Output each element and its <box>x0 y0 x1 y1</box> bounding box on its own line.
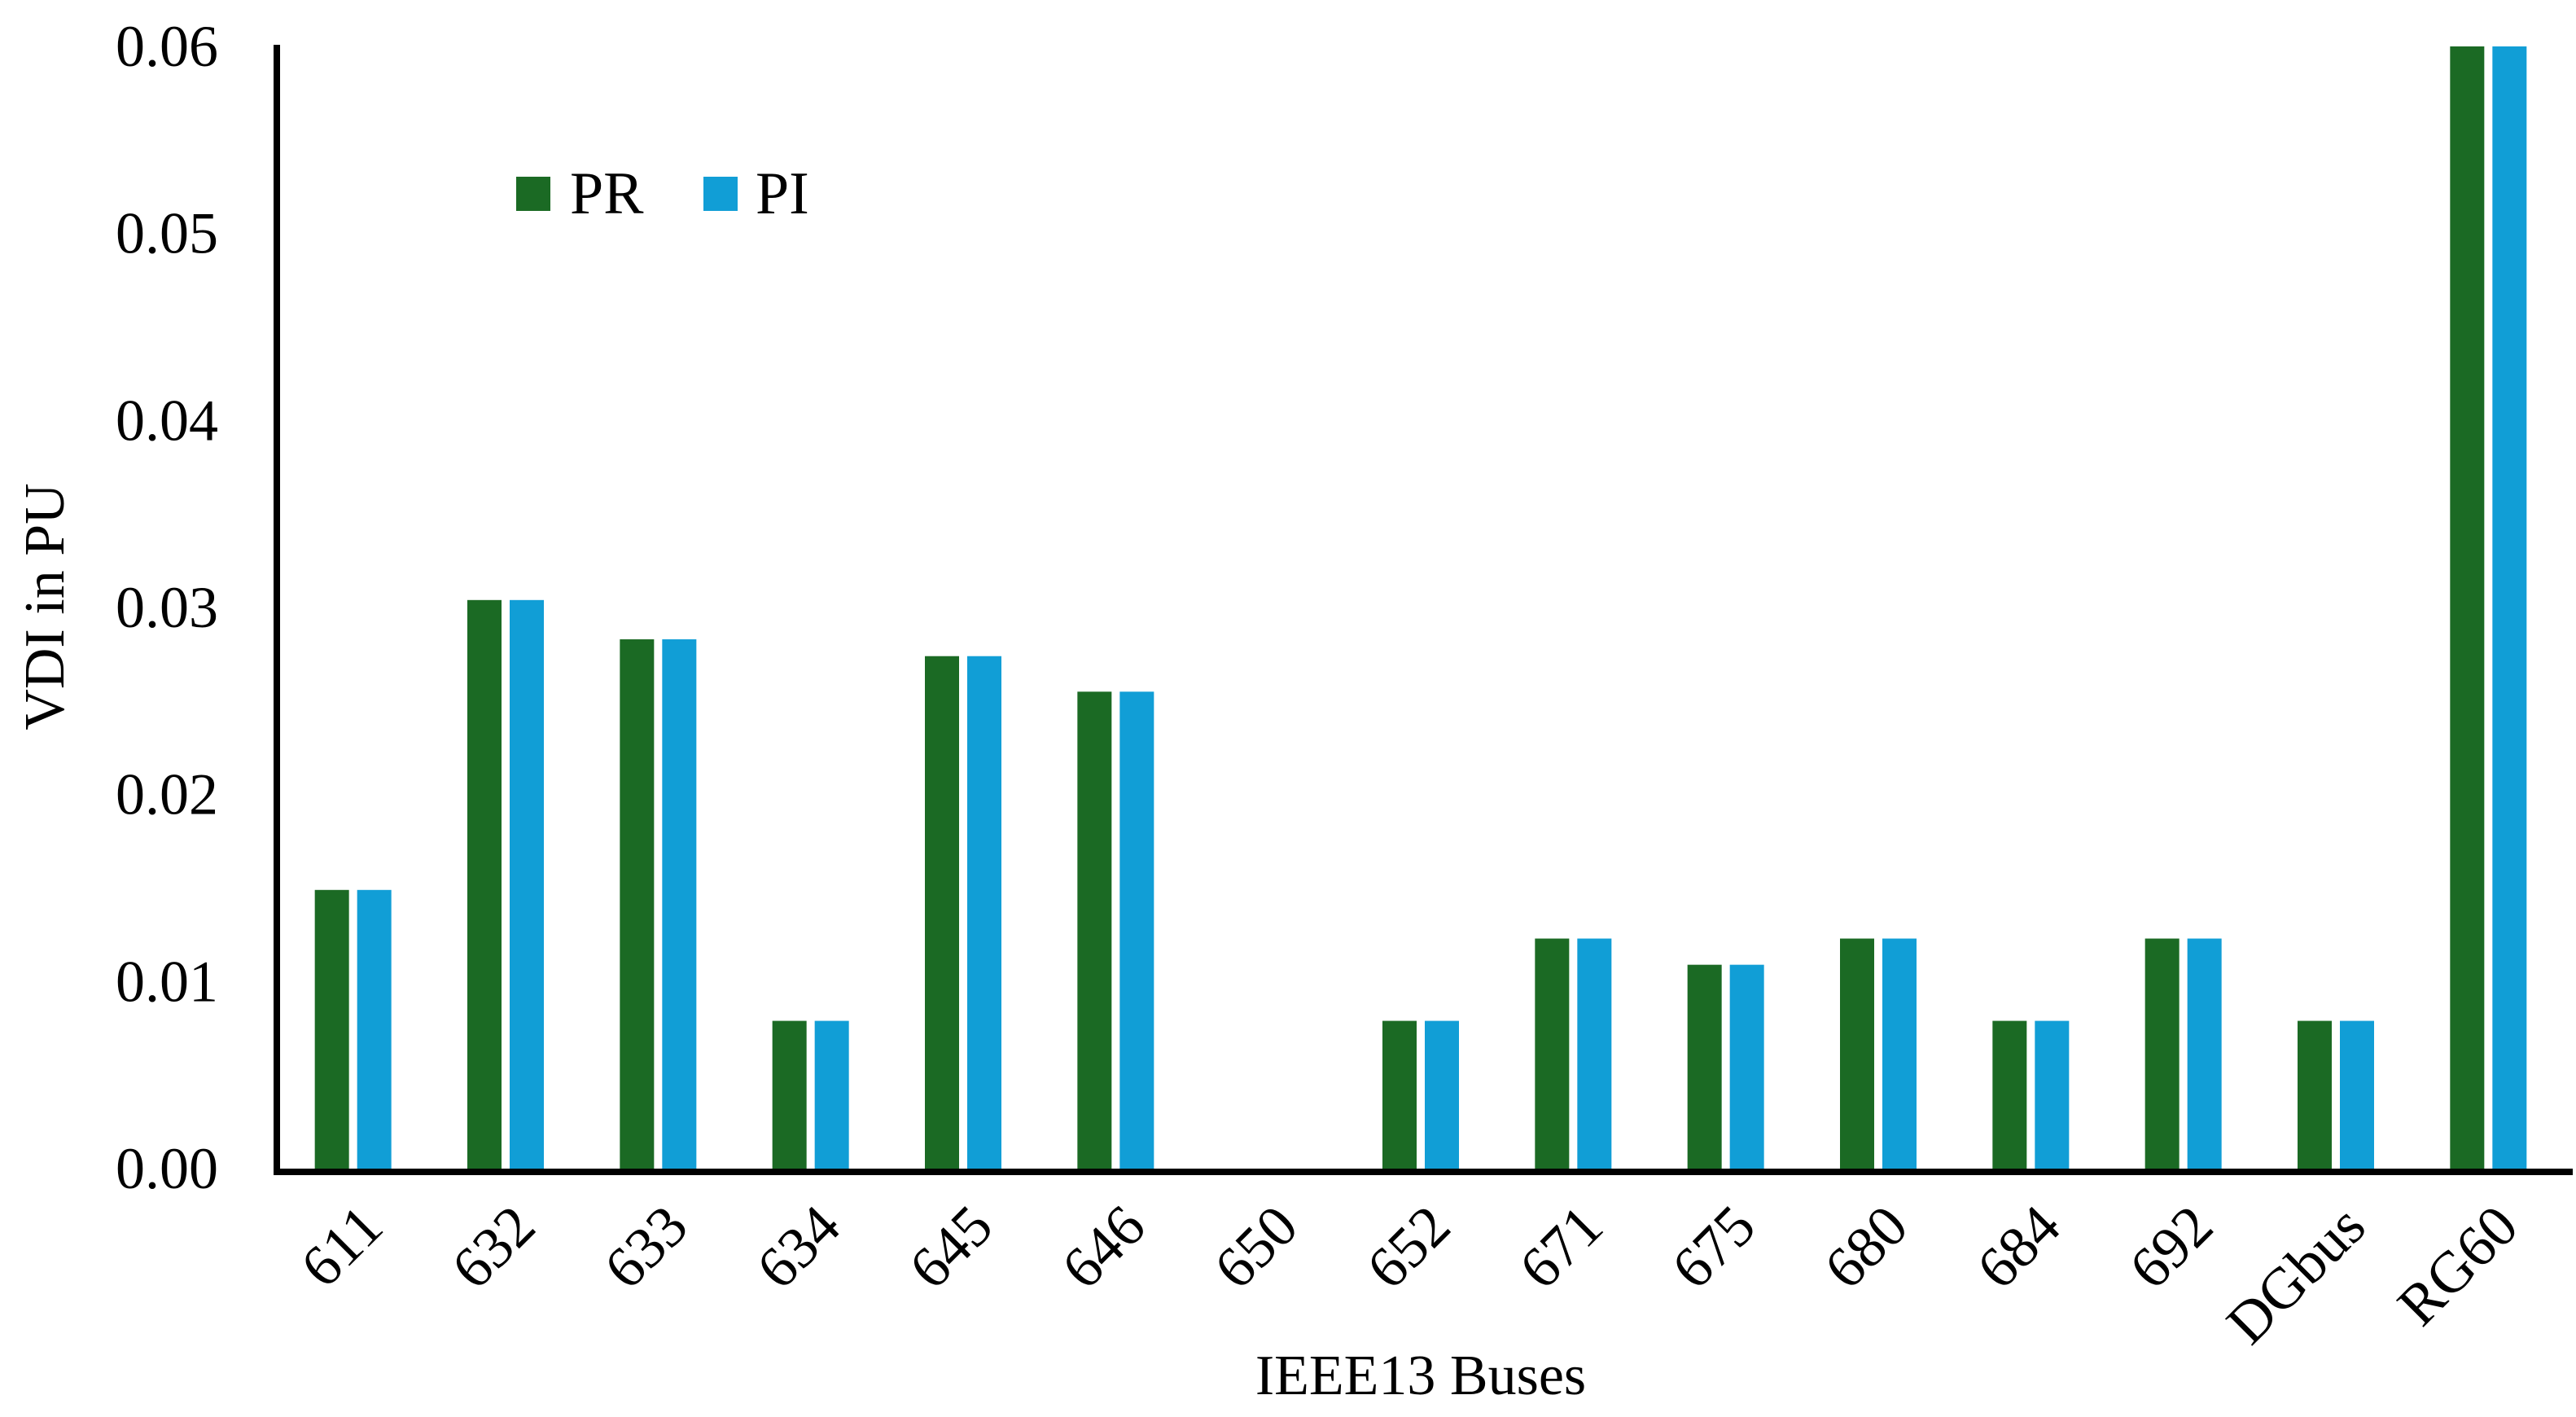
bar-pr-680 <box>1840 938 1874 1169</box>
x-tick-label: 675 <box>1659 1193 1768 1301</box>
bar-pr-RG60 <box>2450 46 2485 1169</box>
bars <box>314 46 2527 1169</box>
y-tick-label: 0.00 <box>116 1136 218 1201</box>
bar-pi-684 <box>2035 1020 2070 1169</box>
y-tick-label: 0.03 <box>116 575 218 640</box>
x-tick-label: 632 <box>439 1193 547 1301</box>
bar-pi-634 <box>814 1020 849 1169</box>
bar-pi-692 <box>2187 938 2222 1169</box>
bar-pr-684 <box>1992 1020 2027 1169</box>
bar-pr-692 <box>2144 938 2180 1169</box>
bar-pi-RG60 <box>2492 46 2527 1169</box>
y-tick-label: 0.05 <box>116 201 218 266</box>
x-tick-label: 692 <box>2117 1193 2225 1301</box>
y-tick-label: 0.02 <box>116 762 218 827</box>
bar-pi-680 <box>1882 938 1917 1169</box>
x-tick-labels: 611 632 633 634 645 646 650 652 671 675 680 684 692D… <box>288 1193 2530 1357</box>
bar-pr-634 <box>772 1020 807 1169</box>
bar-pi-632 <box>510 599 544 1169</box>
bar-pi-DGbus <box>2340 1020 2374 1169</box>
bar-pr-652 <box>1382 1020 1417 1169</box>
bar-pr-DGbus <box>2298 1020 2332 1169</box>
y-tick-label: 0.01 <box>116 949 218 1014</box>
y-tick-labels: 0.00 0.01 0.02 0.03 0.04 0.05 0.06 <box>116 14 218 1201</box>
bar-pr-632 <box>467 599 502 1169</box>
bar-pi-645 <box>967 656 1001 1169</box>
bar-pr-675 <box>1687 964 1722 1169</box>
bar-pr-633 <box>620 639 655 1169</box>
y-axis-label: VDI in PU <box>14 483 77 730</box>
x-axis-label: IEEE13 Buses <box>1255 1345 1586 1407</box>
bar-pr-611 <box>314 889 349 1169</box>
x-tick-label: 633 <box>592 1193 700 1301</box>
x-tick-label: 652 <box>1354 1193 1462 1301</box>
bar-pr-671 <box>1535 938 1570 1169</box>
legend-swatch-pi <box>703 177 738 211</box>
x-tick-label: DGbus <box>2214 1193 2377 1357</box>
x-tick-label: 645 <box>896 1193 1005 1301</box>
bar-pi-652 <box>1425 1020 1459 1169</box>
legend-label-pr: PR <box>570 160 644 227</box>
x-tick-label: 646 <box>1049 1193 1158 1301</box>
x-tick-label: 611 <box>288 1193 395 1300</box>
x-tick-label: 650 <box>1202 1193 1310 1301</box>
x-tick-label: 634 <box>744 1193 852 1301</box>
bar-pi-633 <box>662 639 697 1169</box>
bar-pi-671 <box>1577 938 1612 1169</box>
bar-pi-646 <box>1119 691 1154 1169</box>
x-tick-label: 680 <box>1812 1193 1920 1301</box>
x-tick-label: 671 <box>1507 1193 1615 1301</box>
y-tick-label: 0.04 <box>116 388 218 453</box>
legend: PR PI <box>516 160 809 227</box>
x-tick-label: RG60 <box>2385 1193 2530 1338</box>
legend-label-pi: PI <box>756 160 809 227</box>
bar-pr-646 <box>1077 691 1112 1169</box>
x-tick-label: 684 <box>1965 1193 2073 1301</box>
bar-pi-611 <box>357 889 392 1169</box>
y-tick-label: 0.06 <box>116 14 218 79</box>
bar-pi-675 <box>1729 964 1764 1169</box>
legend-swatch-pr <box>516 177 550 211</box>
bar-pr-645 <box>925 656 959 1169</box>
